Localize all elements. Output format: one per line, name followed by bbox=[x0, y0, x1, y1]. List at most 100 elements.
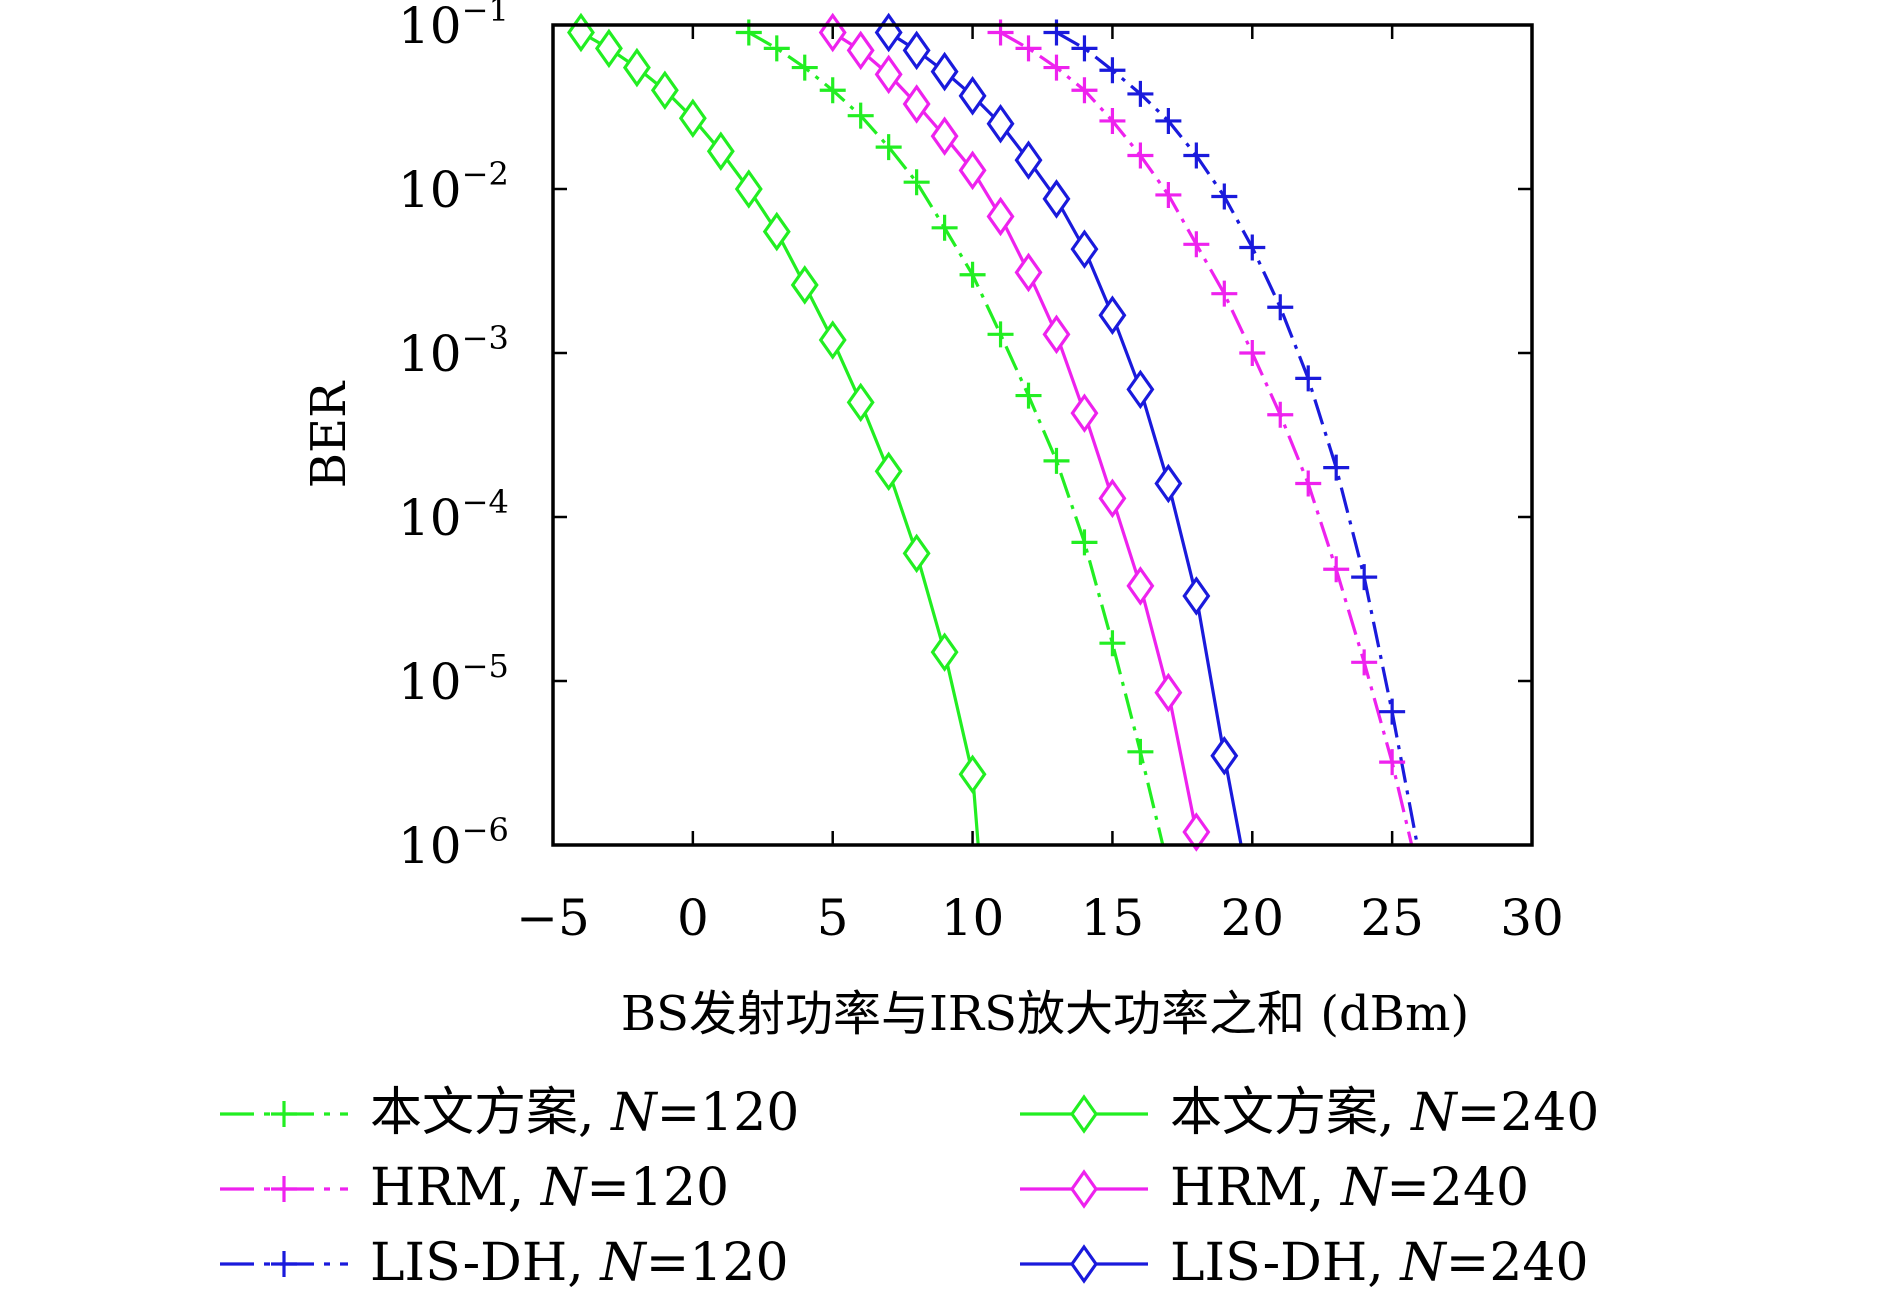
series-2-point-2 bbox=[1043, 54, 1070, 81]
series-2-point-4 bbox=[1099, 107, 1126, 134]
legend-label-5: LIS-DH, N=240 bbox=[1170, 1233, 1589, 1293]
series-2-point-9 bbox=[1239, 340, 1266, 366]
legend-label-2: HRM, N=120 bbox=[370, 1158, 729, 1218]
x-axis-label: BS发射功率与IRS放大功率之和 (dBm) bbox=[621, 986, 1469, 1042]
y-axis-label: BER bbox=[301, 380, 357, 488]
series-5-point-2 bbox=[930, 51, 959, 92]
series-4-point-3 bbox=[1127, 80, 1154, 107]
y-tick-label-0: 10−1 bbox=[398, 0, 509, 55]
series-3-point-1 bbox=[846, 30, 875, 71]
series-2-point-12 bbox=[1323, 556, 1350, 583]
y-tick-label-3: 10−4 bbox=[398, 483, 509, 547]
series-3-point-9 bbox=[1070, 393, 1099, 433]
series-5-point-0 bbox=[874, 12, 903, 53]
series-1-point-6 bbox=[734, 169, 763, 209]
series-3-point-3 bbox=[902, 84, 931, 124]
series-0-point-9 bbox=[987, 321, 1014, 348]
series-5-point-7 bbox=[1070, 229, 1099, 269]
series-3-point-10 bbox=[1098, 478, 1127, 519]
series-5-point-8 bbox=[1098, 295, 1127, 335]
y-tick-label-1: 10−2 bbox=[398, 155, 509, 219]
series-1-point-0 bbox=[567, 12, 595, 53]
y-tick-label-4: 10−5 bbox=[398, 647, 509, 711]
legend-marker-4 bbox=[271, 1251, 297, 1277]
series-1-point-1 bbox=[594, 28, 623, 69]
legend-label-1: 本文方案, N=240 bbox=[1170, 1083, 1599, 1143]
series-line-0 bbox=[748, 31, 1165, 845]
series-layer bbox=[580, 31, 1419, 845]
series-2-point-10 bbox=[1267, 401, 1294, 428]
series-4-point-6 bbox=[1211, 183, 1238, 210]
legend-label-0: 本文方案, N=120 bbox=[370, 1083, 799, 1143]
series-5-point-4 bbox=[986, 103, 1015, 144]
series-2-point-6 bbox=[1155, 181, 1182, 208]
series-5-point-10 bbox=[1154, 463, 1183, 504]
series-3-point-13 bbox=[1182, 812, 1211, 852]
series-2-point-1 bbox=[1015, 35, 1042, 62]
x-tick-label-7: 30 bbox=[1500, 889, 1564, 947]
series-4-point-11 bbox=[1351, 564, 1378, 591]
legend-label-4: LIS-DH, N=120 bbox=[370, 1233, 789, 1293]
series-3-point-8 bbox=[1042, 314, 1071, 355]
series-line-4 bbox=[1055, 31, 1419, 845]
series-0-point-8 bbox=[959, 261, 986, 288]
series-3-point-2 bbox=[874, 54, 903, 95]
series-4-point-2 bbox=[1099, 57, 1126, 84]
series-1-point-3 bbox=[650, 70, 679, 111]
x-tick-label-2: 5 bbox=[817, 889, 849, 947]
series-2-point-13 bbox=[1351, 649, 1378, 676]
legend-item-4: LIS-DH, N=120 bbox=[220, 1233, 789, 1293]
x-tick-label-5: 20 bbox=[1220, 889, 1284, 947]
series-4-point-7 bbox=[1239, 234, 1266, 261]
series-3-point-12 bbox=[1154, 672, 1183, 713]
series-line-1 bbox=[580, 31, 980, 845]
series-2-point-14 bbox=[1379, 749, 1406, 776]
x-tick-label-1: 0 bbox=[677, 889, 709, 947]
legend-item-2: HRM, N=120 bbox=[220, 1158, 729, 1218]
series-5-point-6 bbox=[1042, 179, 1071, 219]
legend-item-1: 本文方案, N=240 bbox=[1020, 1083, 1599, 1143]
series-0-point-6 bbox=[903, 169, 930, 196]
y-tick-label-5: 10−6 bbox=[398, 811, 509, 875]
series-line-2 bbox=[999, 31, 1414, 845]
series-5-point-3 bbox=[958, 76, 987, 116]
series-4-point-9 bbox=[1295, 365, 1322, 392]
series-2-point-11 bbox=[1295, 470, 1322, 497]
series-3-point-11 bbox=[1126, 566, 1155, 606]
series-3-point-7 bbox=[1014, 252, 1043, 293]
legend-marker-2 bbox=[271, 1176, 297, 1202]
legend-item-0: 本文方案, N=120 bbox=[220, 1083, 799, 1143]
legend-label-3: HRM, N=240 bbox=[1170, 1158, 1529, 1218]
series-4-point-5 bbox=[1183, 142, 1210, 169]
series-0-point-10 bbox=[1015, 382, 1042, 409]
series-4-point-10 bbox=[1323, 454, 1350, 481]
series-0-point-5 bbox=[875, 134, 902, 161]
series-5-point-5 bbox=[1014, 140, 1043, 180]
series-1-point-9 bbox=[818, 320, 847, 360]
series-3-point-5 bbox=[958, 150, 987, 191]
series-3-point-4 bbox=[930, 116, 959, 156]
series-0-point-1 bbox=[763, 35, 790, 62]
series-2-point-3 bbox=[1071, 77, 1098, 104]
legend-item-5: LIS-DH, N=240 bbox=[1020, 1233, 1589, 1293]
tick-layer: −5 0 5 10 15 20 25 30 10−1 10−2 10−3 10−4 10−5 10−6 bbox=[398, 0, 1564, 947]
y-tick-label-2: 10−3 bbox=[398, 319, 509, 383]
series-0-point-4 bbox=[847, 102, 874, 129]
series-1-point-7 bbox=[762, 211, 791, 252]
series-5-point-11 bbox=[1182, 576, 1211, 616]
series-5-point-1 bbox=[902, 30, 931, 71]
series-1-point-8 bbox=[790, 265, 819, 305]
legend-marker-5 bbox=[1070, 1244, 1098, 1284]
legend-marker-0 bbox=[271, 1101, 297, 1127]
series-4-point-12 bbox=[1379, 698, 1406, 725]
x-tick-label-0: −5 bbox=[516, 889, 590, 947]
series-1-point-5 bbox=[706, 131, 735, 171]
series-4-point-8 bbox=[1267, 294, 1294, 321]
series-5-point-12 bbox=[1210, 735, 1239, 776]
series-0-point-3 bbox=[819, 77, 846, 104]
series-4-point-4 bbox=[1155, 107, 1182, 134]
series-2-point-7 bbox=[1183, 231, 1210, 258]
series-1-point-11 bbox=[874, 451, 903, 492]
marker-layer bbox=[567, 12, 1406, 852]
legend-marker-3 bbox=[1070, 1169, 1098, 1209]
